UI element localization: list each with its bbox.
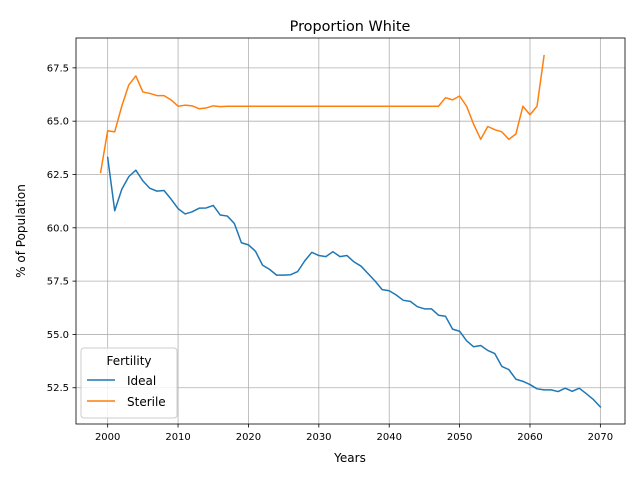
series-line-sterile: [99, 54, 545, 174]
y-tick-label: 55.0: [47, 330, 69, 341]
x-tick-label: 2020: [236, 432, 261, 443]
x-tick-label: 2070: [588, 432, 613, 443]
legend-label-ideal: Ideal: [127, 374, 156, 388]
x-tick-label: 2040: [376, 432, 401, 443]
x-tick-label: 2000: [95, 432, 120, 443]
x-tick-label: 2060: [517, 432, 542, 443]
y-tick-label: 65.0: [47, 117, 69, 128]
grid-lines: [76, 38, 625, 424]
x-tick-label: 2010: [165, 432, 190, 443]
y-tick-label: 67.5: [47, 63, 69, 74]
y-axis-label: % of Population: [14, 184, 28, 278]
x-tick-label: 2050: [447, 432, 472, 443]
chart-title: Proportion White: [290, 19, 411, 35]
legend-title: Fertility: [106, 354, 151, 368]
y-tick-label: 60.0: [47, 223, 69, 234]
x-tick-label: 2030: [306, 432, 331, 443]
series-line-ideal: [106, 156, 602, 409]
y-tick-label: 57.5: [47, 277, 69, 288]
y-tick-label: 52.5: [47, 383, 69, 394]
y-axis-ticks: 52.5 55.0 57.5 60.0 62.5 65.0 67.5: [47, 63, 76, 394]
x-axis-ticks: 2000 2010 2020 2030 2040 2050 2060 2070: [95, 424, 613, 443]
y-tick-label: 62.5: [47, 170, 69, 181]
series-lines: [99, 54, 602, 409]
legend-label-sterile: Sterile: [127, 395, 166, 409]
plot-frame: [75, 37, 626, 425]
legend: Fertility Ideal Sterile: [80, 347, 178, 419]
x-axis-label: Years: [333, 451, 366, 465]
